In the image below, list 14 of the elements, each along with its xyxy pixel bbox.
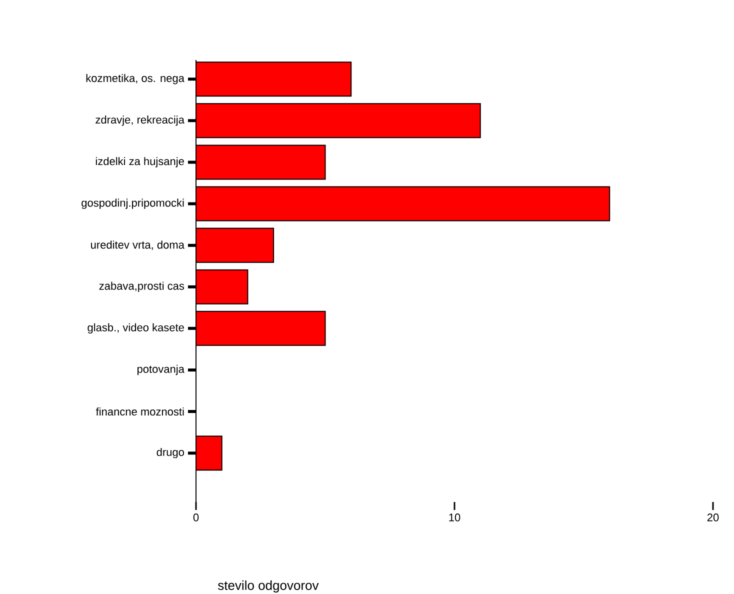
y-tick-label: zabava,prosti cas [99, 282, 184, 292]
y-tick-label: izdelki za hujsanje [96, 157, 184, 168]
y-tick-label: ureditev vrta, doma [91, 240, 184, 250]
x-tick-label: 10 [449, 514, 460, 522]
y-tick-label: potovanja [137, 364, 184, 376]
x-tick-label: 20 [707, 514, 719, 522]
y-tick-label: kozmetika, os. nega [86, 74, 184, 84]
x-axis-title: stevilo odgovorov [218, 580, 319, 593]
y-tick-label: gospodinj.pripomocki [82, 198, 184, 209]
y-tick-label: financne moznosti [96, 407, 184, 416]
y-tick-label: drugo [156, 448, 184, 458]
y-tick-label: glasb., video kasete [88, 323, 184, 334]
x-tick-label: 0 [193, 514, 199, 522]
y-tick-label: zdravje, rekreacija [96, 116, 184, 126]
